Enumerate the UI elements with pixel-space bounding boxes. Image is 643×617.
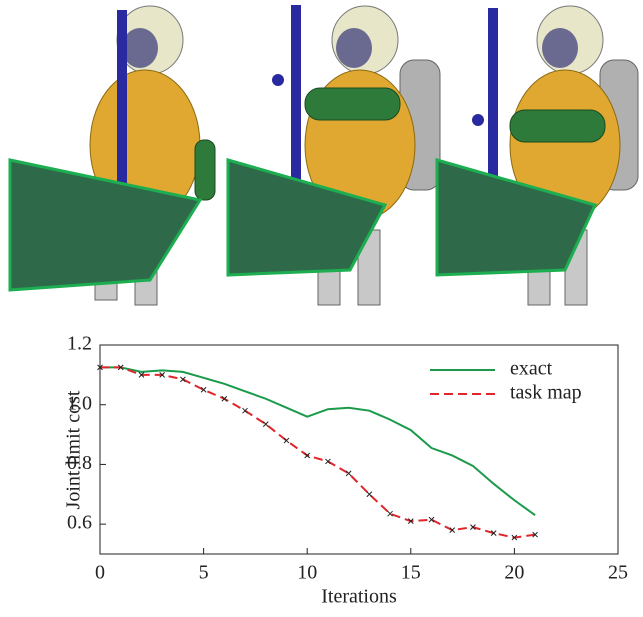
point-marker [138, 372, 145, 378]
legend-label: exact [510, 358, 553, 380]
x-tick-label: 25 [608, 562, 628, 584]
x-tick-label: 20 [504, 562, 524, 584]
point-marker [283, 437, 290, 444]
plot-frame [99, 344, 619, 555]
point-marker [532, 531, 538, 538]
point-marker [449, 527, 456, 533]
point-marker [117, 364, 124, 371]
point-marker [428, 516, 435, 523]
robot-panels [8, 5, 639, 306]
robot-panel [435, 5, 639, 306]
point-marker [407, 518, 414, 525]
point-marker [490, 530, 497, 536]
x-tick-label: 15 [401, 562, 421, 584]
point-marker [387, 510, 393, 517]
y-tick-label: 1.0 [67, 392, 92, 414]
point-marker [325, 458, 331, 465]
x-tick-label: 5 [199, 562, 209, 584]
point-marker [345, 470, 352, 477]
robot-panel [8, 5, 216, 306]
legend-label: task map [510, 382, 582, 404]
y-tick-label: 0.8 [67, 452, 92, 474]
x-tick-label: 10 [297, 562, 317, 584]
point-marker [180, 376, 186, 383]
y-tick-label: 0.6 [67, 512, 92, 534]
point-marker [304, 452, 311, 459]
series-line [100, 366, 536, 539]
point-marker [262, 421, 269, 427]
x-axis-label: Iterations [321, 586, 397, 608]
point-marker [159, 372, 166, 378]
point-marker [221, 395, 228, 402]
y-tick-label: 1.2 [67, 333, 92, 355]
point-marker [200, 386, 207, 393]
point-marker [470, 524, 476, 530]
point-marker [242, 407, 248, 414]
point-marker [97, 364, 103, 371]
y-axis-label: Joint limit cost [63, 390, 85, 509]
robot-panel [226, 5, 441, 306]
point-marker [511, 534, 518, 541]
series-line [100, 366, 536, 516]
x-tick-label: 0 [95, 562, 105, 584]
point-marker [366, 491, 373, 498]
